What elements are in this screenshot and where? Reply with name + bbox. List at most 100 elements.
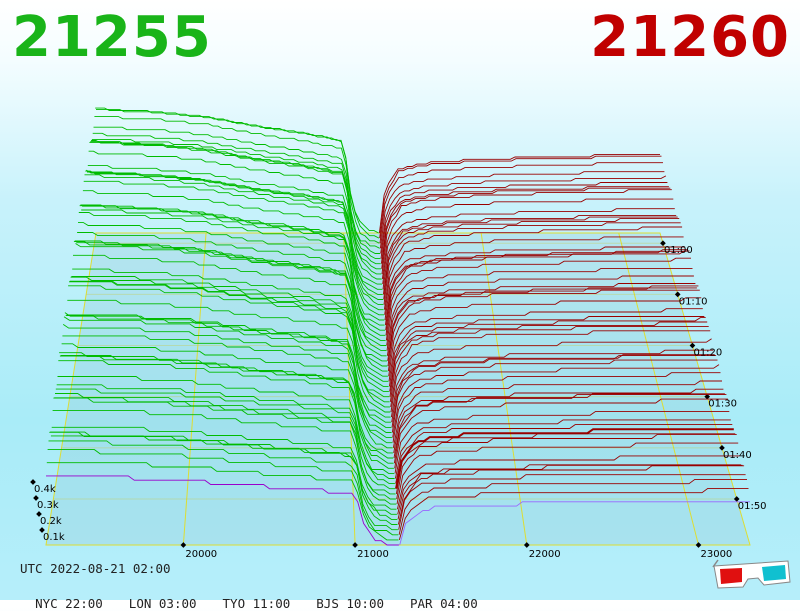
bid-depth-line <box>67 299 391 413</box>
ask-depth-line <box>385 249 688 331</box>
city-time-nyc: NYC 22:00 <box>35 596 103 611</box>
depth-tick-mark <box>36 511 42 517</box>
y-tick-label: 0.4k <box>34 484 56 495</box>
bid-depth-line <box>69 280 390 398</box>
bid-depth-line <box>63 316 392 433</box>
time-tick-mark <box>704 393 711 400</box>
bid-depth-line <box>91 138 381 260</box>
y-tick-label: 0.2k <box>40 516 62 527</box>
ask-depth-line <box>382 215 677 290</box>
x-tick-label: 23000 <box>700 549 732 560</box>
ask-depth-line <box>394 419 731 479</box>
bid-depth-line <box>57 376 395 474</box>
ask-depth-line <box>384 250 687 326</box>
bid-depth-line <box>73 254 388 377</box>
bid-depth-line <box>70 276 389 393</box>
x-tick-label: 22000 <box>529 549 561 560</box>
time-tick-mark <box>719 444 725 451</box>
city-time-lon: LON 03:00 <box>128 596 197 611</box>
bid-depth-line <box>47 449 399 536</box>
ask-depth-line <box>393 388 724 453</box>
bid-depth-line <box>49 431 398 525</box>
ask-depth-line <box>391 355 717 428</box>
ask-depth-line <box>387 285 699 367</box>
ask-depth-line <box>396 433 737 500</box>
ask-curves <box>378 154 750 546</box>
ask-depth-line <box>395 424 733 484</box>
bid-depth-line <box>85 169 383 295</box>
ask-depth-line <box>384 236 684 315</box>
ask-depth-line <box>387 289 700 372</box>
price-tick-mark <box>180 542 187 548</box>
bid-depth-line <box>66 314 391 418</box>
bid-depth-line <box>84 174 384 306</box>
depth-tick-mark <box>39 527 45 533</box>
ask-depth-line <box>383 226 683 310</box>
ask-depth-line <box>383 218 680 300</box>
bid-depth-line <box>90 140 381 270</box>
utc-time: UTC 2022-08-21 02:00 <box>20 561 171 576</box>
ask-depth-line <box>382 216 678 295</box>
ask-depth-line <box>382 208 675 285</box>
ask-depth-line <box>394 398 728 469</box>
city-time-tyo: TYO 11:00 <box>222 596 291 611</box>
ask-depth-line <box>381 198 674 280</box>
ask-depth-line <box>385 250 690 336</box>
ask-depth-line <box>388 316 705 387</box>
ask-depth-line <box>392 380 722 448</box>
ask-depth-line <box>388 308 703 382</box>
time-tick-label: 01:30 <box>708 399 737 410</box>
bid-depth-line <box>59 352 394 464</box>
bid-depth-line <box>73 241 388 372</box>
ask-depth-line <box>398 478 747 535</box>
bid-depth-line <box>95 107 380 239</box>
ask-depth-line <box>379 155 662 239</box>
ask-depth-line <box>389 321 708 397</box>
bid-depth-line <box>92 132 380 254</box>
ask-depth-line <box>391 359 718 433</box>
ask-price: 21260 <box>590 5 790 70</box>
ask-depth-line <box>399 501 750 546</box>
ask-depth-line <box>392 372 721 443</box>
3d-glasses-icon[interactable] <box>712 558 792 592</box>
bid-depth-line <box>48 440 398 531</box>
bid-depth-line <box>56 384 395 479</box>
time-tick-label: 01:50 <box>738 501 767 512</box>
ask-depth-line <box>396 455 740 510</box>
time-tick-mark <box>674 291 681 298</box>
city-times: NYC 22:00 LON 03:00 TYO 11:00 BJS 10:00 PAR … <box>20 581 504 611</box>
ask-depth-line <box>378 154 660 234</box>
ask-depth-line <box>380 175 667 254</box>
bid-depth-line <box>85 170 383 300</box>
bid-depth-line <box>55 388 395 485</box>
bid-depth-line <box>96 108 379 234</box>
ask-depth-line <box>386 275 694 351</box>
ask-depth-line <box>386 268 693 346</box>
x-tick-label: 20000 <box>185 549 217 560</box>
price-grid-line <box>182 232 207 546</box>
bid-depth-line <box>78 221 386 346</box>
bid-depth-line <box>79 205 386 336</box>
bid-depth-line <box>52 410 397 505</box>
ask-depth-line <box>394 410 730 474</box>
bid-depth-line <box>77 232 387 352</box>
time-tick-label: 01:10 <box>679 296 708 307</box>
ask-depth-line <box>387 287 697 361</box>
bid-depth-line <box>59 355 394 459</box>
bid-curves <box>46 107 399 546</box>
bid-depth-line <box>78 212 386 341</box>
ask-depth-line <box>388 297 702 377</box>
ask-depth-line <box>379 171 665 249</box>
ask-depth-line <box>397 464 743 520</box>
ask-depth-line <box>393 394 727 464</box>
time-tick-mark <box>660 240 666 247</box>
bid-depth-line <box>74 240 388 367</box>
bid-depth-line <box>71 276 389 387</box>
ask-depth-line <box>390 338 712 413</box>
city-time-bjs: BJS 10:00 <box>316 596 384 611</box>
time-tick-mark <box>689 342 696 349</box>
x-tick-label: 21000 <box>357 549 389 560</box>
bid-depth-line <box>72 268 389 382</box>
bid-depth-line <box>87 165 382 285</box>
bid-depth-line <box>64 312 392 428</box>
